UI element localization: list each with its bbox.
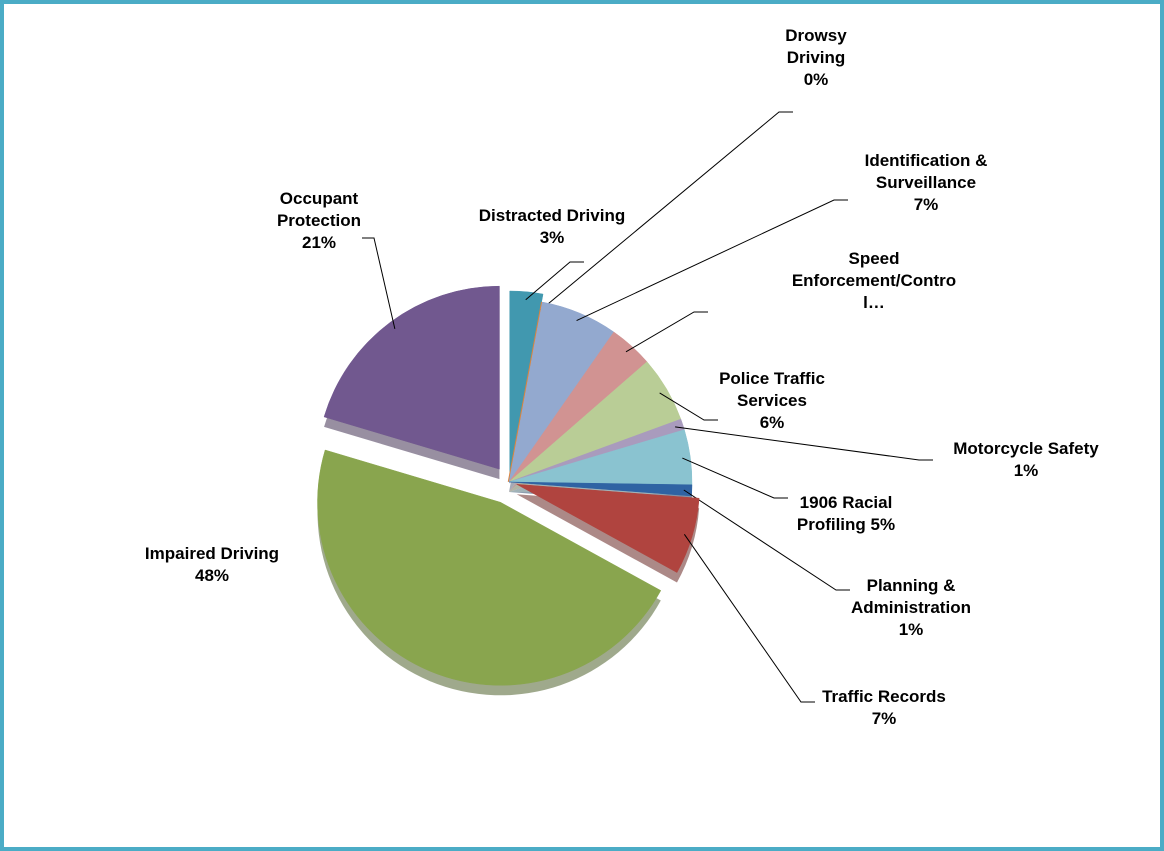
slice-label: Planning & Administration 1% <box>821 575 1001 641</box>
slice-label: Impaired Driving 48% <box>112 543 312 587</box>
leader-line <box>659 392 718 421</box>
value-label: 1% <box>898 620 924 639</box>
leader-line <box>682 457 788 499</box>
category-name: Distracted Driving <box>478 206 626 225</box>
value-label: 7% <box>913 195 939 214</box>
category-name: Police Traffic Services <box>719 369 825 410</box>
category-name: Occupant Protection <box>276 189 362 230</box>
slice-label: Motorcycle Safety 1% <box>916 438 1136 482</box>
value-label: 1% <box>1013 461 1039 480</box>
value-label: 21% <box>301 233 337 252</box>
slice-label: Drowsy Driving 0% <box>761 25 871 91</box>
category-name: Identification & Surveillance <box>864 151 988 192</box>
value-label: 7% <box>871 709 897 728</box>
category-name: Motorcycle Safety <box>953 439 1099 458</box>
slice-label: Occupant Protection 21% <box>249 188 389 254</box>
slice-label: Distracted Driving 3% <box>437 205 667 249</box>
slice-label: Police Traffic Services 6% <box>687 368 857 434</box>
leader-line <box>576 199 848 322</box>
value-label: 6% <box>759 413 785 432</box>
leader-line <box>625 311 708 353</box>
slice <box>317 449 662 686</box>
category-name: Drowsy Driving <box>785 26 847 67</box>
slice-label: 1906 Racial Profiling 5% <box>776 492 916 536</box>
category-name: Speed Enforcement/Contro l… <box>791 249 957 312</box>
slice-label: Traffic Records 7% <box>784 686 984 730</box>
category-name: Planning & Administration <box>851 576 971 617</box>
category-name: Traffic Records <box>822 687 946 706</box>
leader-line <box>675 426 933 461</box>
slice-label: Speed Enforcement/Contro l… <box>789 248 959 314</box>
leader-line <box>362 237 396 329</box>
slice-label: Identification & Surveillance 7% <box>851 150 1001 216</box>
leader-line <box>683 534 815 703</box>
category-name: 1906 Racial Profiling <box>796 493 893 534</box>
slice <box>516 484 700 573</box>
leader-line <box>540 111 793 311</box>
value-label: 48% <box>194 566 230 585</box>
leader-line <box>525 261 584 301</box>
slice <box>323 285 500 470</box>
category-name: Impaired Driving <box>144 544 280 563</box>
value-label: 5% <box>870 515 896 534</box>
chart <box>317 111 933 703</box>
leader-line <box>683 489 850 591</box>
value-label: 3% <box>539 228 565 247</box>
slice <box>508 481 693 497</box>
value-label: 0% <box>803 70 829 89</box>
